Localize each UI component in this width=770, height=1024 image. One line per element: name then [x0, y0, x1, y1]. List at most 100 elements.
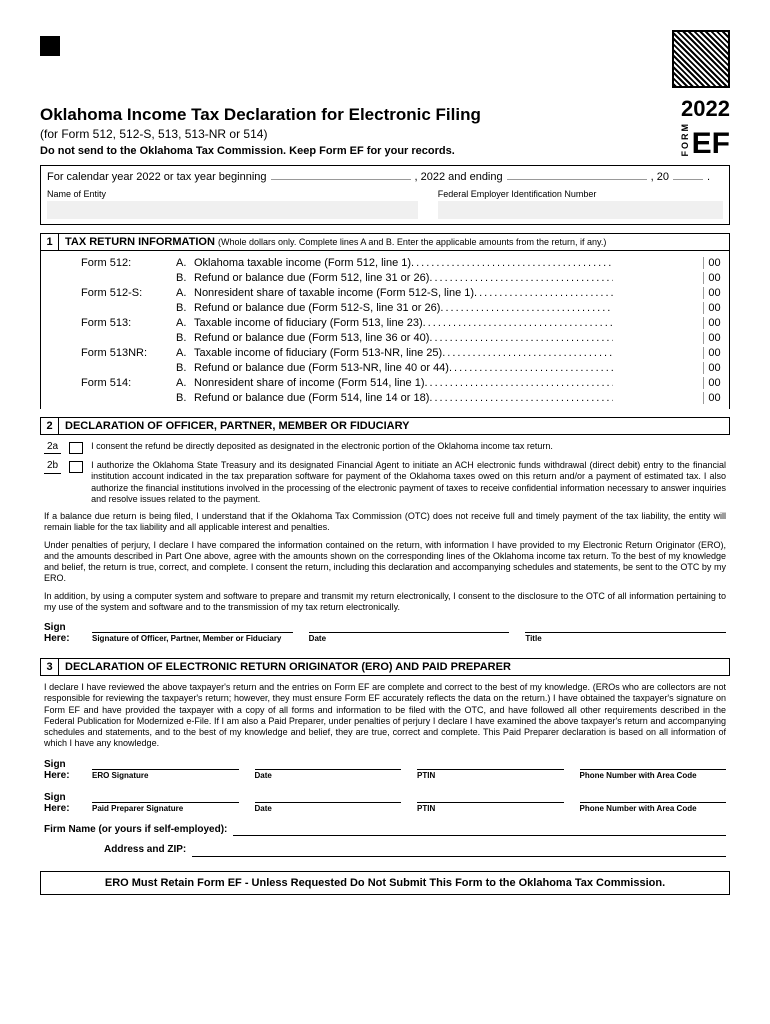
officer-date-caption: Date: [309, 634, 510, 644]
section-2-body: 2a I consent the refund be directly depo…: [40, 435, 730, 651]
form-name-label: Form 513:: [81, 317, 176, 329]
calendar-suffix: , 20: [651, 171, 669, 183]
section-1-body: Form 512:A.Oklahoma taxable income (Form…: [40, 251, 730, 409]
header: [40, 30, 730, 88]
tax-line-row: B.Refund or balance due (Form 514, line …: [81, 392, 725, 404]
line-cents: 00: [703, 392, 725, 404]
ero-phone-input[interactable]: [580, 756, 727, 770]
officer-date-input[interactable]: [309, 619, 510, 633]
form-badge: 2022 FORM EF: [680, 96, 730, 157]
line-description: Taxable income of fiduciary (Form 513, l…: [194, 317, 613, 329]
section-3-para: I declare I have reviewed the above taxp…: [44, 682, 726, 750]
preparer-phone-caption: Phone Number with Area Code: [580, 804, 727, 814]
section-3-title: DECLARATION OF ELECTRONIC RETURN ORIGINA…: [59, 659, 729, 675]
line-cents: 00: [703, 317, 725, 329]
ero-ptin-caption: PTIN: [417, 771, 564, 781]
line-letter: B.: [176, 362, 194, 374]
officer-signature-input[interactable]: [92, 619, 293, 633]
officer-title-caption: Title: [525, 634, 726, 644]
section-3-num: 3: [41, 659, 59, 675]
calendar-middle: , 2022 and ending: [415, 171, 503, 183]
tax-year-end-year-input[interactable]: [673, 179, 703, 180]
line-cents: 00: [703, 287, 725, 299]
line-cents: 00: [703, 377, 725, 389]
checkbox-2b[interactable]: [69, 461, 83, 473]
officer-signature-caption: Signature of Officer, Partner, Member or…: [92, 634, 293, 644]
tax-line-row: B.Refund or balance due (Form 512-S, lin…: [81, 302, 725, 314]
preparer-signature-input[interactable]: [92, 789, 239, 803]
section-2-num: 2: [41, 418, 59, 434]
form-title: Oklahoma Income Tax Declaration for Elec…: [40, 105, 481, 125]
preparer-phone-input[interactable]: [580, 789, 727, 803]
address-zip-input[interactable]: [192, 845, 726, 857]
tax-line-row: Form 513NR:A.Taxable income of fiduciary…: [81, 347, 725, 359]
line-description: Nonresident share of taxable income (For…: [194, 287, 613, 299]
marker-square-left: [40, 36, 60, 56]
preparer-signature-caption: Paid Preparer Signature: [92, 804, 239, 814]
checkbox-2b-text: I authorize the Oklahoma State Treasury …: [91, 460, 726, 505]
entity-name-label: Name of Entity: [47, 189, 418, 199]
entity-name-input[interactable]: [47, 201, 418, 219]
line-letter: A.: [176, 377, 194, 389]
line-description: Nonresident share of income (Form 514, l…: [194, 377, 613, 389]
section-1-note: (Whole dollars only. Complete lines A an…: [218, 237, 606, 247]
line-letter: B.: [176, 392, 194, 404]
retain-notice: ERO Must Retain Form EF - Unless Request…: [40, 871, 730, 895]
section-1-header: 1 TAX RETURN INFORMATION (Whole dollars …: [40, 233, 730, 251]
tax-line-row: Form 513:A.Taxable income of fiduciary (…: [81, 317, 725, 329]
preparer-ptin-input[interactable]: [417, 789, 564, 803]
line-letter: A.: [176, 287, 194, 299]
ero-date-caption: Date: [255, 771, 402, 781]
form-label-vertical: FORM: [680, 122, 690, 157]
ero-signature-input[interactable]: [92, 756, 239, 770]
line-letter: B.: [176, 332, 194, 344]
ero-ptin-input[interactable]: [417, 756, 564, 770]
line-letter: B.: [176, 302, 194, 314]
tax-line-row: Form 512:A.Oklahoma taxable income (Form…: [81, 257, 725, 269]
calendar-period: .: [707, 171, 710, 183]
form-name-label: Form 512:: [81, 257, 176, 269]
fein-input[interactable]: [438, 201, 723, 219]
line-description: Oklahoma taxable income (Form 512, line …: [194, 257, 613, 269]
checkbox-2a[interactable]: [69, 442, 83, 454]
section-2-header: 2 DECLARATION OF OFFICER, PARTNER, MEMBE…: [40, 417, 730, 435]
line-description: Refund or balance due (Form 514, line 14…: [194, 392, 613, 404]
line-cents: 00: [703, 347, 725, 359]
line-cents: 00: [703, 257, 725, 269]
line-description: Refund or balance due (Form 513-NR, line…: [194, 362, 613, 374]
officer-title-input[interactable]: [525, 619, 726, 633]
section-1-title: TAX RETURN INFORMATION: [65, 236, 215, 248]
section-3-body: I declare I have reviewed the above taxp…: [40, 676, 730, 859]
checkbox-2b-label: 2b: [44, 460, 61, 474]
form-name-label: Form 512-S:: [81, 287, 176, 299]
calendar-prefix: For calendar year 2022 or tax year begin…: [47, 171, 267, 183]
line-letter: A.: [176, 257, 194, 269]
tax-line-row: B.Refund or balance due (Form 512, line …: [81, 272, 725, 284]
tax-year-begin-input[interactable]: [271, 179, 411, 180]
preparer-date-input[interactable]: [255, 789, 402, 803]
address-zip-label: Address and ZIP:: [104, 844, 186, 857]
form-warning: Do not send to the Oklahoma Tax Commissi…: [40, 145, 481, 157]
tax-line-row: Form 514:A.Nonresident share of income (…: [81, 377, 725, 389]
form-code: EF: [692, 131, 730, 157]
ero-date-input[interactable]: [255, 756, 402, 770]
tax-year: 2022: [680, 96, 730, 122]
line-description: Refund or balance due (Form 512-S, line …: [194, 302, 613, 314]
line-cents: 00: [703, 302, 725, 314]
firm-name-input[interactable]: [233, 824, 726, 836]
form-name-label: Form 513NR:: [81, 347, 176, 359]
preparer-ptin-caption: PTIN: [417, 804, 564, 814]
section-2-para-1: If a balance due return is being filed, …: [44, 511, 726, 534]
line-description: Refund or balance due (Form 513, line 36…: [194, 332, 613, 344]
line-description: Taxable income of fiduciary (Form 513-NR…: [194, 347, 613, 359]
sign-here-label-3: Sign Here:: [44, 792, 76, 814]
ero-signature-caption: ERO Signature: [92, 771, 239, 781]
section-2-para-3: In addition, by using a computer system …: [44, 591, 726, 614]
preparer-date-caption: Date: [255, 804, 402, 814]
section-1-num: 1: [41, 234, 59, 250]
form-name-label: Form 514:: [81, 377, 176, 389]
form-subtitle: (for Form 512, 512-S, 513, 513-NR or 514…: [40, 127, 481, 141]
tax-line-row: Form 512-S:A.Nonresident share of taxabl…: [81, 287, 725, 299]
tax-year-end-input[interactable]: [507, 179, 647, 180]
fein-label: Federal Employer Identification Number: [438, 189, 723, 199]
